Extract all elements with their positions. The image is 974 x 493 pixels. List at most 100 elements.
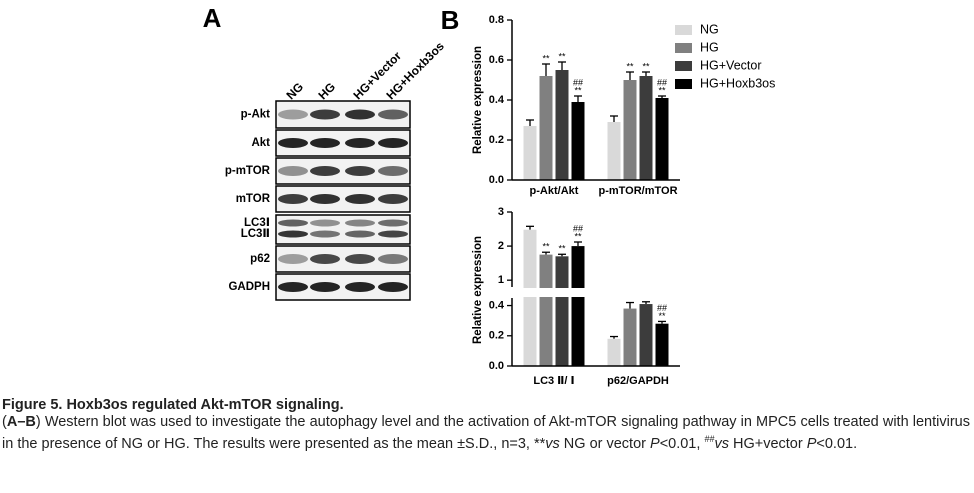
blot-band: [310, 109, 340, 120]
bar: [539, 76, 553, 180]
x-tick-label: p62/GAPDH: [607, 375, 669, 387]
caption: Figure 5. Hoxb3os regulated Akt-mTOR sig…: [2, 397, 970, 453]
blot-label: LC3Ⅰ: [244, 217, 270, 229]
blot-band: [278, 219, 308, 227]
blot-band: [310, 166, 340, 176]
blot-band: [378, 194, 408, 204]
blot-band: [378, 254, 408, 264]
blot-band: [278, 254, 308, 264]
lane-label: HG+Hoxb3os: [383, 39, 447, 103]
blot-band: [278, 230, 308, 238]
blot-label: p62: [250, 253, 270, 265]
y-tick-label: 2: [498, 240, 504, 252]
significance-label: **: [626, 61, 634, 71]
bar: [607, 122, 621, 180]
y-axis-label: Relative expression: [472, 236, 484, 344]
blot-label: LC3Ⅱ: [241, 228, 270, 240]
blot-band: [278, 282, 308, 292]
legend-label: HG+Hoxb3os: [700, 76, 775, 90]
bar: [639, 76, 653, 180]
y-tick-label: 3: [498, 206, 504, 218]
blot-band: [378, 230, 408, 238]
blot-band: [345, 109, 375, 120]
bar: [571, 246, 585, 366]
lane-label: HG: [315, 80, 338, 103]
significance-label: ##: [573, 223, 583, 233]
y-tick-label: 0.4: [489, 94, 505, 106]
x-tick-label: p-Akt/Akt: [530, 185, 579, 197]
panel-label: A: [203, 3, 222, 33]
caption-body: (A–B) Western blot was used to investiga…: [2, 414, 970, 453]
y-tick-label: 1: [498, 274, 504, 286]
y-tick-label: 0.2: [489, 330, 504, 342]
bar: [655, 98, 669, 180]
lane-label: NG: [283, 80, 306, 103]
caption-run: P: [806, 435, 817, 452]
blot-label: p-mTOR: [225, 165, 271, 177]
legend-label: HG+Vector: [700, 58, 762, 72]
blot-band: [310, 194, 340, 204]
bar: [523, 229, 537, 366]
blot-band: [378, 166, 408, 176]
bar: [555, 256, 569, 366]
caption-run: NG or vector: [559, 435, 651, 452]
panel-label: B: [441, 5, 460, 35]
blot-label: p-Akt: [241, 109, 271, 121]
blot-label: GADPH: [228, 281, 270, 293]
x-tick-label: p-mTOR/mTOR: [598, 185, 677, 197]
significance-label: **: [542, 53, 550, 63]
blot-label: mTOR: [236, 193, 271, 205]
significance-label: **: [542, 242, 550, 252]
blot-band: [378, 282, 408, 292]
legend-label: NG: [700, 22, 719, 36]
blot-frame: [275, 214, 411, 245]
significance-label: ##: [657, 77, 667, 87]
legend-label: HG: [700, 40, 719, 54]
blot-band: [345, 219, 375, 227]
bar: [623, 80, 637, 180]
blot-band: [345, 138, 375, 148]
significance-label: **: [558, 51, 566, 61]
caption-run: vs: [714, 435, 729, 452]
blot-band: [345, 166, 375, 176]
blot-band: [310, 282, 340, 292]
blot-band: [278, 194, 308, 204]
caption-run: vs: [545, 435, 560, 452]
significance-label: **: [658, 311, 666, 321]
blot-band: [378, 109, 408, 120]
caption-run: <0.01.: [816, 435, 858, 452]
y-tick-label: 0.2: [489, 134, 504, 146]
blot-band: [345, 282, 375, 292]
caption-run: (: [2, 414, 7, 430]
bar: [623, 308, 637, 366]
y-tick-label: 0.4: [489, 299, 505, 311]
legend-swatch: [675, 25, 692, 35]
bar: [523, 126, 537, 180]
bar: [655, 323, 669, 366]
bar: [539, 254, 553, 366]
legend-swatch: [675, 79, 692, 89]
figure: A B NG HG HG+Vector HG+Hoxb3os p-Akt Akt p-mTO…: [203, 3, 776, 387]
blot-band: [278, 166, 308, 176]
blot-band: [278, 109, 308, 120]
blot-band: [310, 219, 340, 227]
legend-swatch: [675, 43, 692, 53]
significance-label: **: [642, 61, 650, 71]
bar: [555, 70, 569, 180]
caption-run: P: [650, 435, 660, 452]
blot-band: [278, 138, 308, 148]
significance-label: ##: [657, 303, 667, 313]
y-axis-label: Relative expression: [472, 46, 484, 154]
y-tick-label: 0.0: [489, 174, 504, 186]
caption-run: HG+vector: [728, 435, 807, 452]
blot-band: [378, 138, 408, 148]
caption-title: Figure 5. Hoxb3os regulated Akt-mTOR sig…: [2, 397, 344, 413]
blot-band: [310, 138, 340, 148]
blot-band: [345, 230, 375, 238]
x-tick-label: LC3 Ⅱ/ Ⅰ: [533, 375, 574, 387]
bar: [639, 304, 653, 366]
significance-label: **: [574, 85, 582, 95]
significance-label: **: [574, 231, 582, 241]
blot-label: Akt: [251, 137, 270, 149]
